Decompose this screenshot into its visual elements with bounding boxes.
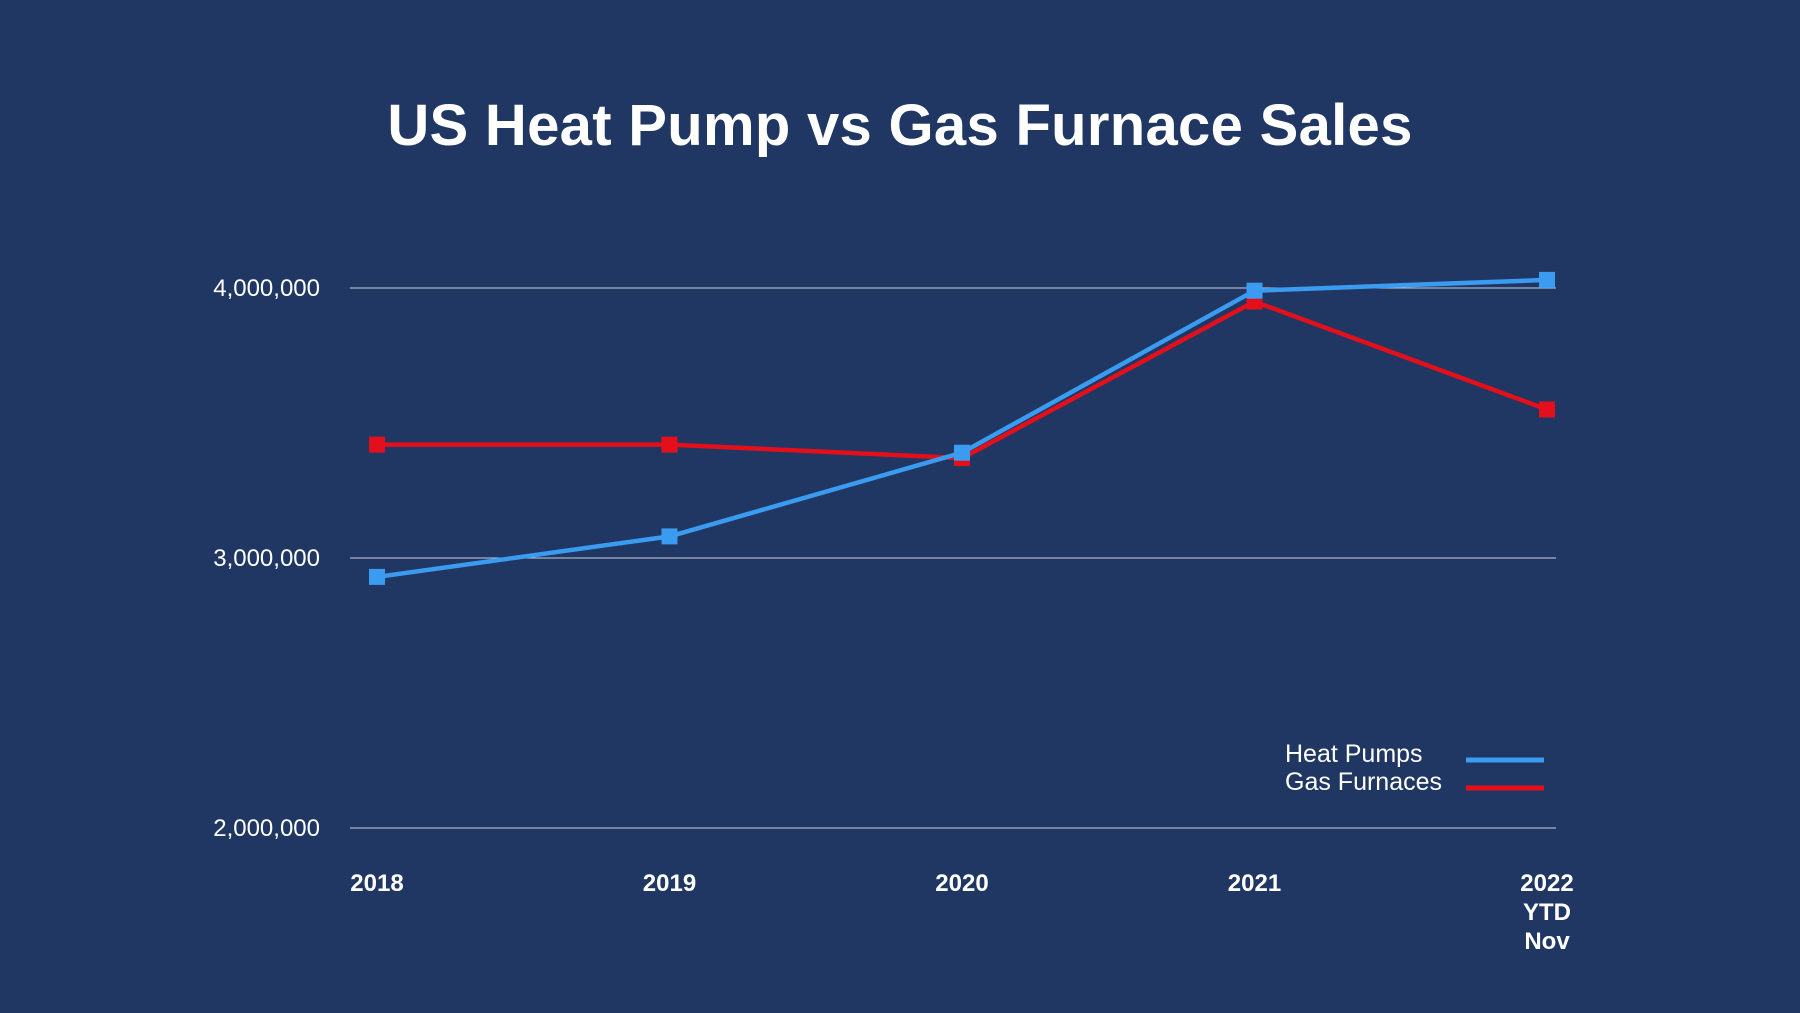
y-tick-label: 3,000,000 (213, 545, 320, 572)
data-point-marker (369, 568, 385, 585)
data-point-marker (1539, 271, 1555, 288)
data-point-marker (369, 436, 385, 453)
series-line (376, 277, 1548, 580)
x-tick-label: 2020 (935, 870, 988, 897)
x-tick-label: 2019 (643, 870, 696, 897)
legend-label: Gas Furnaces (1285, 768, 1442, 796)
x-tick-label: 2018 (350, 870, 403, 897)
series-line (377, 299, 1548, 461)
y-tick-label: 2,000,000 (213, 815, 320, 842)
y-tick-label: 4,000,000 (213, 275, 320, 302)
x-tick-label: 2022 YTD Nov (1520, 870, 1573, 955)
series-lines (369, 271, 1555, 585)
data-point-marker (661, 436, 678, 453)
series-heat-pumps (369, 271, 1555, 585)
y-axis-ticks: 2,000,000 3,000,000 4,000,000 (213, 275, 320, 842)
x-axis-ticks: 2018 2019 2020 2021 2022 YTD Nov (350, 870, 1573, 955)
data-point-marker (1246, 282, 1263, 299)
data-point-marker (661, 528, 678, 545)
legend-label: Heat Pumps (1285, 740, 1423, 768)
data-point-marker (1539, 401, 1555, 418)
series-gas-furnaces (369, 293, 1555, 467)
data-point-marker (954, 444, 970, 461)
x-tick-label: 2021 (1228, 870, 1281, 897)
chart-title: US Heat Pump vs Gas Furnace Sales (387, 93, 1413, 158)
